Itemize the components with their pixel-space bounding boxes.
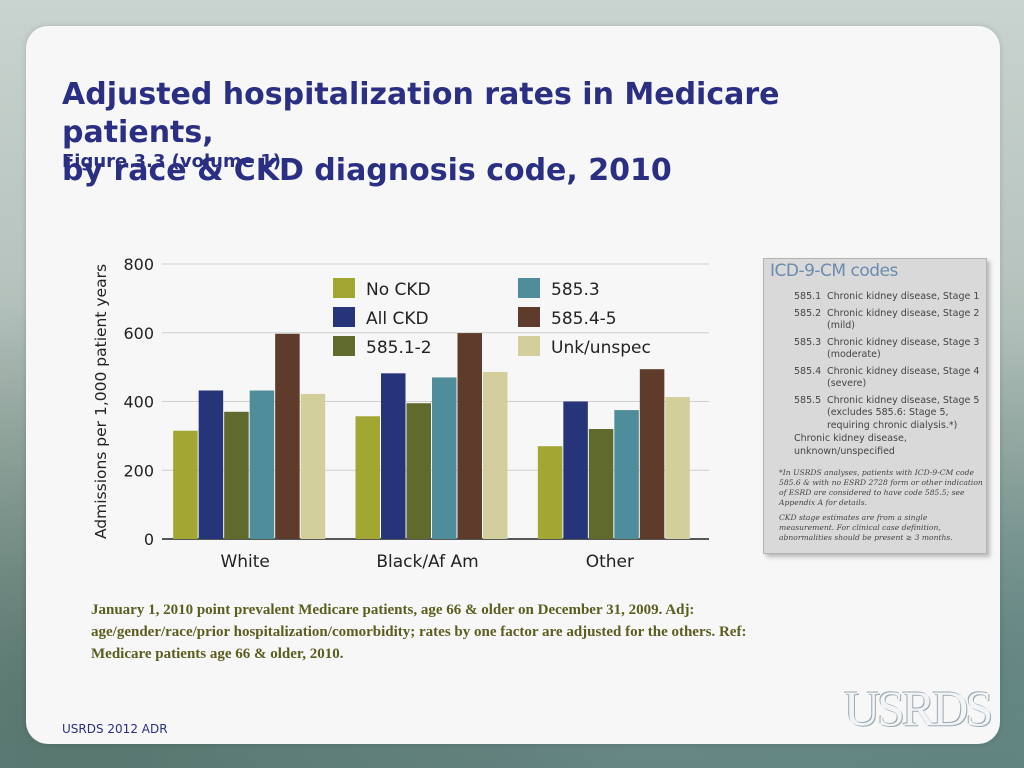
bar-unk-unspec-black-af-am [483,371,508,539]
bar-585-4-5-other [639,369,665,539]
bar-no-ckd-black-af-am [355,416,380,539]
bar-585-1-2-other [588,429,614,539]
usrds-logo: USRDS [844,680,993,736]
bar-585-4-5-white [275,333,300,539]
x-category-label: Other [586,552,634,572]
bar-585-3-other [614,410,639,539]
icd-code: 585.2 [794,307,822,319]
icd-code: 585.5 [794,394,822,406]
footer-citation: USRDS 2012 ADR [62,722,168,736]
bar-585-4-5-black-af-am [457,333,482,539]
icd-description: Chronic kidney disease, Stage 3 (moderat… [827,336,980,361]
y-tick-label: 600 [123,324,154,343]
icd-code: 585.1 [794,291,822,302]
bar-no-ckd-other [537,446,563,539]
icd-description: Chronic kidney disease, Stage 4 (severe) [827,365,980,390]
legend-swatch [333,307,355,327]
icd-code-list: 585.1 Chronic kidney disease, Stage 1 58… [794,291,984,436]
bar-all-ckd-other [563,401,588,539]
bar-unk-unspec-white [300,393,326,539]
icd-row: 585.4 Chronic kidney disease, Stage 4 (s… [794,366,984,391]
icd-row: 585.1 Chronic kidney disease, Stage 1 [794,291,984,304]
bar-585-1-2-white [224,411,249,539]
bar-585-1-2-black-af-am [406,403,431,539]
x-category-label: Black/Af Am [376,552,478,572]
icd-row: 585.3 Chronic kidney disease, Stage 3 (m… [794,337,984,362]
bar-all-ckd-white [198,390,224,539]
bar-all-ckd-black-af-am [381,373,406,539]
icd-unknown: Chronic kidney disease, unknown/unspecif… [794,433,907,457]
icd-description: Chronic kidney disease, Stage 2 (mild) [827,307,980,332]
source-note: January 1, 2010 point prevalent Medicare… [91,602,747,662]
icd-footnote-1: *In USRDS analyses, patients with ICD-9-… [779,468,983,507]
x-category-label: White [220,552,269,572]
legend-label: No CKD [366,280,431,300]
bar-585-3-white [249,390,275,539]
icd-description: Chronic kidney disease, Stage 1 [827,291,980,302]
legend-swatch [518,307,540,327]
legend-label: All CKD [366,309,429,329]
icd-panel-title: ICD-9-CM codes [770,261,898,281]
icd-footnotes: *In USRDS analyses, patients with ICD-9-… [779,468,984,548]
bar-chart: 0 200 400 600 800 Admissions per 1,000 patien… [92,255,709,572]
bar-unk-unspec-other [665,397,690,539]
legend-label: 585.4-5 [551,309,617,329]
y-tick-label: 200 [123,461,154,480]
legend-label: 585.3 [551,280,600,300]
y-axis-label: Admissions per 1,000 patient years [92,264,110,539]
y-tick-label: 400 [123,393,154,412]
bar-585-3-black-af-am [432,377,457,539]
figure-subtitle: Figure 3.3 (volume 1) [62,151,281,172]
icd-code: 585.4 [794,365,822,377]
icd-footnote-2: CKD stage estimates are from a single me… [779,513,953,542]
y-tick-label: 0 [144,530,154,549]
title-line-1: Adjusted hospitalization rates in Medica… [62,77,780,150]
legend-label: Unk/unspec [551,338,651,358]
legend-label: 585.1-2 [366,338,432,358]
y-tick-label: 800 [123,255,154,274]
icd-row: 585.2 Chronic kidney disease, Stage 2 (m… [794,308,984,333]
legend-swatch [333,278,355,298]
legend-swatch [333,336,355,356]
legend-swatch [518,278,540,298]
legend-swatch [518,336,540,356]
icd-row: 585.5 Chronic kidney disease, Stage 5 (e… [794,395,984,433]
title-line-2: by race & CKD diagnosis code, 2010 [62,153,672,188]
icd-description: Chronic kidney disease, Stage 5 (exclude… [827,394,980,431]
icd-code: 585.3 [794,336,822,348]
slide-title: Adjusted hospitalization rates in Medica… [62,76,922,190]
icd-codes-panel: ICD-9-CM codes 585.1 Chronic kidney dise… [763,258,987,554]
bar-no-ckd-white [173,430,198,539]
